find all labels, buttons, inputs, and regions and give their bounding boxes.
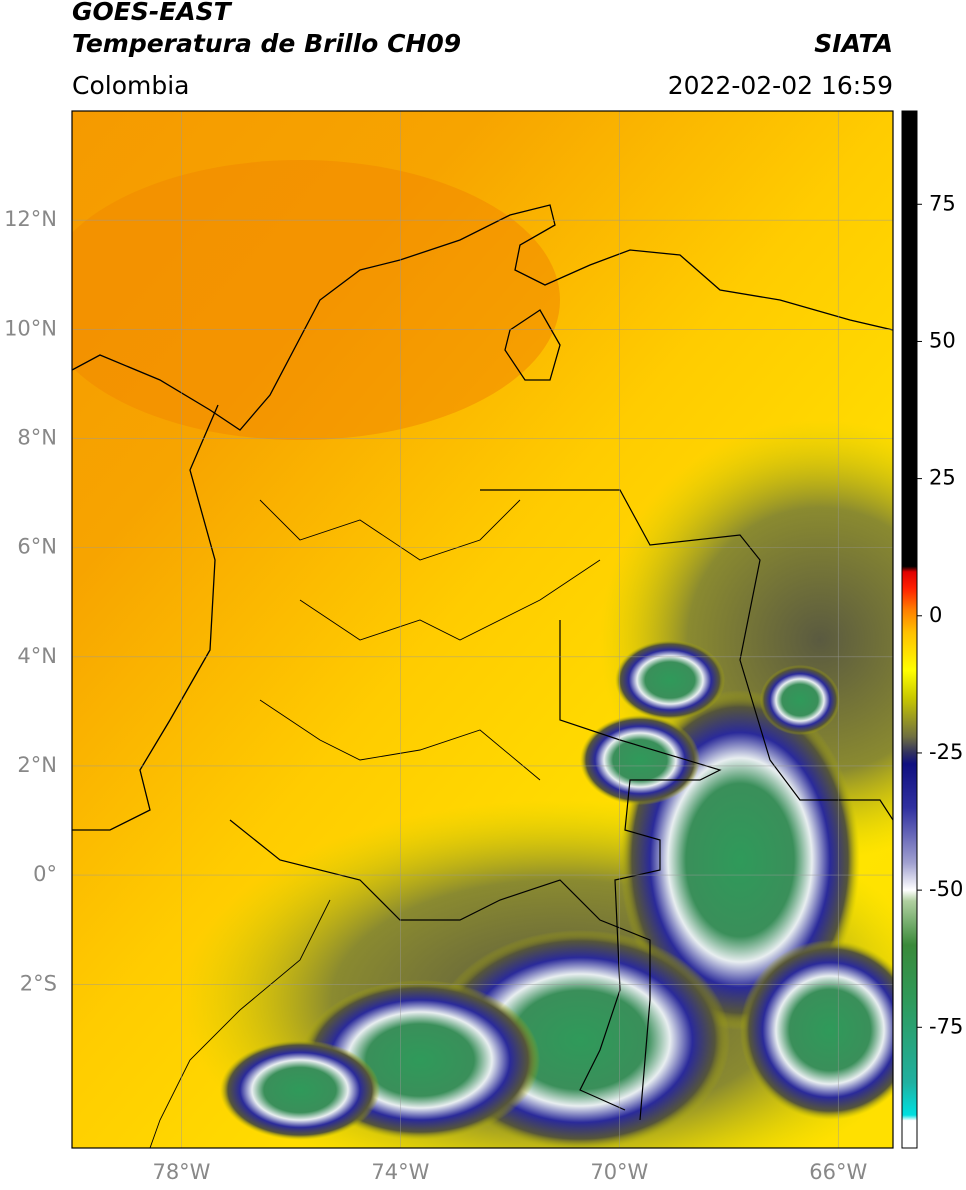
lat-tick-label: 8°N	[17, 425, 57, 449]
agency: SIATA	[814, 29, 893, 58]
region: Colombia	[72, 71, 189, 100]
lon-tick-label: 66°W	[809, 1160, 867, 1184]
lat-tick-label: 12°N	[4, 207, 57, 231]
lat-tick-label: 0°	[33, 862, 57, 886]
lat-tick-label: 6°N	[17, 535, 57, 559]
datetime: 2022-02-02 16:59	[668, 71, 893, 100]
colorbar-tick-label: 0	[929, 603, 942, 627]
subtitle: Temperatura de Brillo CH09	[72, 29, 461, 58]
colorbar-tick-label: -50	[929, 877, 963, 901]
satellite-image	[72, 111, 893, 1148]
map-frame	[71, 110, 894, 1149]
colorbar-tick-label: -25	[929, 740, 963, 764]
colorbar	[901, 110, 918, 1149]
lat-tick-label: 2°S	[20, 971, 57, 995]
lat-tick-label: 2°N	[17, 753, 57, 777]
lat-tick-label: 4°N	[17, 644, 57, 668]
lat-tick-label: 10°N	[4, 316, 57, 340]
lon-tick-label: 78°W	[152, 1160, 210, 1184]
colorbar-tick-label: 50	[929, 328, 956, 352]
colorbar-tick-label: 75	[929, 191, 956, 215]
colorbar-tick-label: 25	[929, 466, 956, 490]
lon-tick-label: 74°W	[371, 1160, 429, 1184]
lon-tick-label: 70°W	[590, 1160, 648, 1184]
colorbar-tick-label: -75	[929, 1014, 963, 1038]
title: GOES-EAST	[72, 0, 233, 26]
